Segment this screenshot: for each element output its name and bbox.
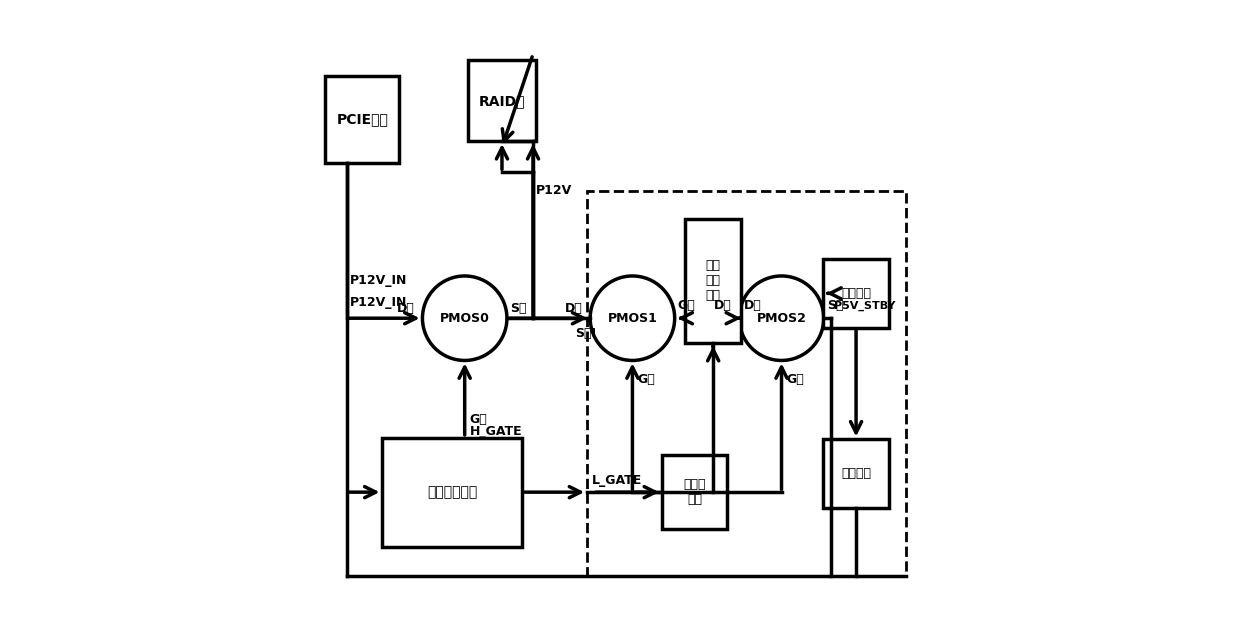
Text: P5V_STBY: P5V_STBY [835,301,895,311]
Text: P12V: P12V [536,184,573,197]
Text: S级: S级 [510,303,527,315]
Text: 掉电检测单元: 掉电检测单元 [427,485,477,499]
Text: H_GATE: H_GATE [470,425,522,438]
Text: S级I: S级I [574,327,595,340]
Bar [325,76,399,163]
Bar [587,191,905,576]
Text: 或运算
单元: 或运算 单元 [683,478,706,506]
Text: G级: G级 [678,300,696,312]
Text: G级: G级 [470,412,487,426]
Text: PMOS0: PMOS0 [440,312,490,324]
Text: G级: G级 [637,373,655,386]
Text: 充电单元: 充电单元 [841,467,870,480]
Text: P12V_IN: P12V_IN [350,296,407,309]
Text: D级: D级 [714,300,732,312]
Bar [823,439,889,508]
Text: L_GATE: L_GATE [591,474,642,487]
Circle shape [423,276,507,361]
Bar [467,61,536,141]
Text: D级: D级 [397,303,415,315]
Text: 备电单元: 备电单元 [841,287,870,300]
Bar [823,259,889,328]
Bar [382,438,522,547]
Text: G级: G级 [786,373,805,386]
Text: RAID卡: RAID卡 [479,94,526,108]
Text: PMOS2: PMOS2 [756,312,806,324]
Text: D级: D级 [744,300,763,312]
Text: PMOS1: PMOS1 [608,312,657,324]
Circle shape [739,276,823,361]
Circle shape [590,276,675,361]
Text: S级: S级 [827,300,843,312]
Bar [662,455,727,529]
Text: PCIE接口: PCIE接口 [336,112,388,127]
Text: 电量
侦测
单元: 电量 侦测 单元 [706,260,720,303]
Text: P12V_IN: P12V_IN [350,275,407,288]
Bar [686,219,742,343]
Text: D级: D级 [565,303,583,315]
